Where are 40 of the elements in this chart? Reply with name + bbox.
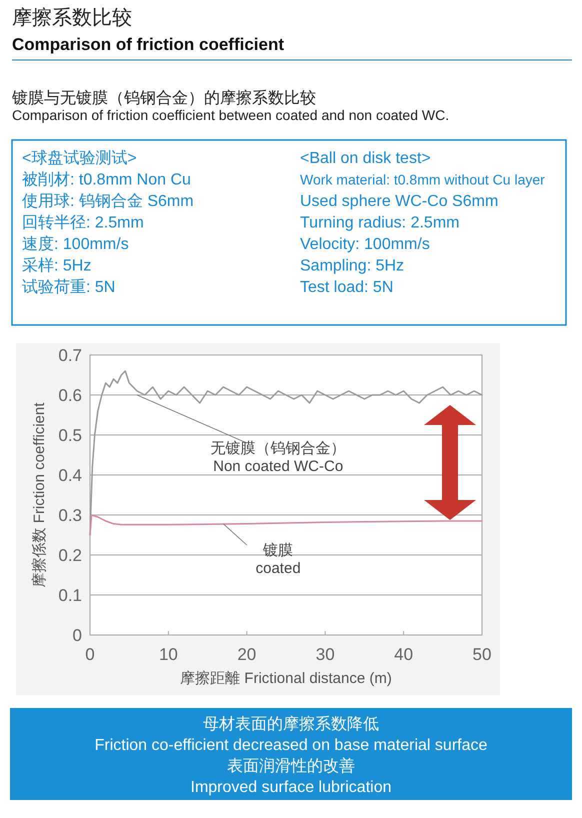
chart-title: 摩擦系数比较 xyxy=(12,7,132,29)
x-tick-label: 0 xyxy=(85,645,95,664)
text: <球盘试验测试> xyxy=(22,149,137,167)
text: Used sphere WC-Co S6mm xyxy=(300,193,498,210)
x-tick-label: 40 xyxy=(394,645,414,664)
y-tick-label: 0.7 xyxy=(58,346,82,365)
x-tick-label: 10 xyxy=(158,645,178,664)
text: Test load: 5N xyxy=(300,279,394,296)
x-tick-label: 20 xyxy=(237,645,256,664)
text: 表面润滑性的改善 xyxy=(227,757,355,775)
text: 无镀膜（钨钢合金） Non coated WC-Co xyxy=(210,440,346,475)
text: 采样: 5Hz xyxy=(22,256,92,274)
text: Velocity: 100mm/s xyxy=(300,236,430,253)
text: 被削材: t0.8mm Non Cu xyxy=(22,170,191,188)
text: 速度: 100mm/s xyxy=(22,235,129,253)
y-tick-label: 0.2 xyxy=(58,546,82,565)
x-tick-label: 30 xyxy=(316,645,335,664)
y-tick-label: 0 xyxy=(72,626,82,645)
x-tick-label: 50 xyxy=(472,645,492,664)
text: 回转半径: 2.5mm xyxy=(22,214,144,232)
text: 使用球: 钨钢合金 S6mm xyxy=(22,192,194,210)
text: Turning radius: 2.5mm xyxy=(300,214,460,232)
series-label: 镀膜 coated xyxy=(256,542,301,577)
y-tick-label: 0.5 xyxy=(58,426,82,445)
x-axis-title: 摩擦距離 Frictional distance (m) xyxy=(180,670,392,687)
text: Comparison of friction coefficient between coated and non coated WC. xyxy=(12,107,450,123)
text: 母材表面的摩擦系数降低 xyxy=(203,715,379,733)
y-axis-title: 摩擦係数 Friction coefficient xyxy=(31,402,48,588)
text: 试验荷重: 5N xyxy=(22,278,116,296)
text: 镀膜与无镀膜（钨钢合金）的摩擦系数比较 xyxy=(11,89,316,107)
y-tick-label: 0.3 xyxy=(58,506,82,525)
y-tick-label: 0.6 xyxy=(58,386,82,405)
text: Sampling: 5Hz xyxy=(300,258,404,274)
y-tick-label: 0.4 xyxy=(58,466,82,485)
text: Improved surface lubrication xyxy=(190,779,392,796)
text: <Ball on disk test> xyxy=(300,150,431,167)
chart-subtitle: Comparison of friction coefficient xyxy=(12,35,284,54)
text: Friction co-efficient decreased on base material surface xyxy=(94,737,488,754)
y-tick-label: 0.1 xyxy=(58,586,82,605)
text: Work material: t0.8mm without Cu layer xyxy=(300,172,546,188)
